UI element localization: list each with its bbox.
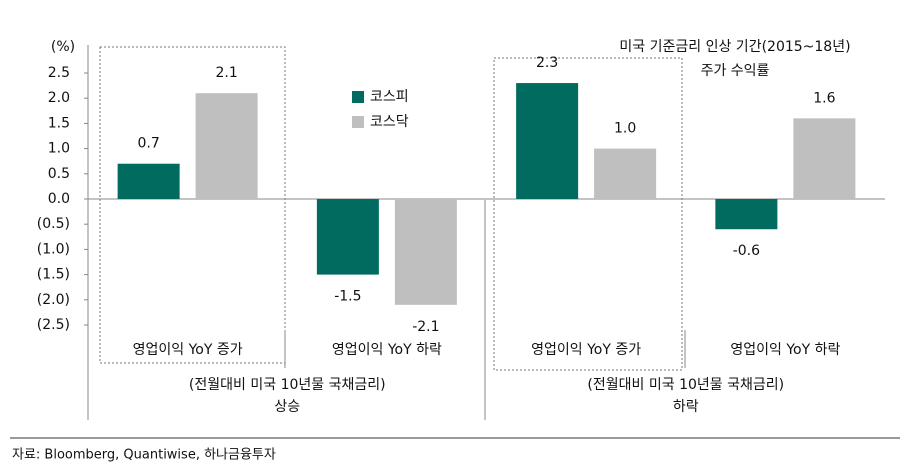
group-label: (전월대비 미국 10년물 국채금리) — [189, 377, 386, 393]
y-tick-label: 2.0 — [48, 90, 70, 106]
bar — [516, 83, 579, 199]
data-label: 1.6 — [813, 90, 835, 106]
legend-swatch — [352, 116, 364, 128]
data-label: 2.1 — [215, 65, 237, 81]
bar — [715, 199, 778, 230]
bar — [117, 163, 180, 199]
y-tick-label: (1.5) — [37, 267, 70, 283]
y-tick-label: (2.0) — [37, 292, 70, 308]
y-tick-label: (2.5) — [37, 317, 70, 333]
group-sublabel: 하락 — [673, 399, 699, 415]
y-unit: (%) — [51, 39, 75, 55]
y-tick-label: 1.5 — [48, 115, 70, 131]
y-tick-label: (0.5) — [37, 216, 70, 232]
group-sublabel: 상승 — [274, 399, 300, 415]
chart-title: 미국 기준금리 인상 기간(2015~18년) — [619, 39, 850, 55]
group-label: (전월대비 미국 10년물 국채금리) — [587, 377, 784, 393]
x-tick-label: 영업이익 YoY 증가 — [133, 342, 243, 358]
data-label: -1.5 — [334, 289, 361, 305]
chart-subtitle: 주가 수익률 — [701, 63, 770, 79]
bar — [316, 199, 379, 275]
bar — [394, 199, 457, 305]
source: 자료: Bloomberg, Quantiwise, 하나금융투자 — [12, 448, 276, 463]
highlight-box — [493, 57, 683, 371]
legend-swatch — [352, 91, 364, 103]
y-tick-label: 1.0 — [48, 141, 70, 157]
data-label: 1.0 — [614, 121, 636, 137]
bar — [195, 93, 258, 199]
x-tick-label: 영업이익 YoY 하락 — [730, 342, 840, 358]
y-tick-label: 0.0 — [48, 191, 70, 207]
data-label: -2.1 — [412, 319, 439, 335]
y-tick-label: (1.0) — [37, 241, 70, 257]
legend-label: 코스닥 — [370, 114, 409, 130]
x-tick-label: 영업이익 YoY 증가 — [531, 342, 641, 358]
legend-label: 코스피 — [370, 89, 409, 105]
data-label: 0.7 — [137, 136, 159, 152]
y-tick-label: 0.5 — [48, 166, 70, 182]
data-label: -0.6 — [733, 243, 760, 259]
data-label: 2.3 — [536, 55, 558, 71]
y-tick-label: 2.5 — [48, 65, 70, 81]
highlight-box — [99, 46, 286, 364]
bar — [594, 148, 657, 199]
x-tick-label: 영업이익 YoY 하락 — [332, 342, 442, 358]
bar — [793, 118, 856, 199]
